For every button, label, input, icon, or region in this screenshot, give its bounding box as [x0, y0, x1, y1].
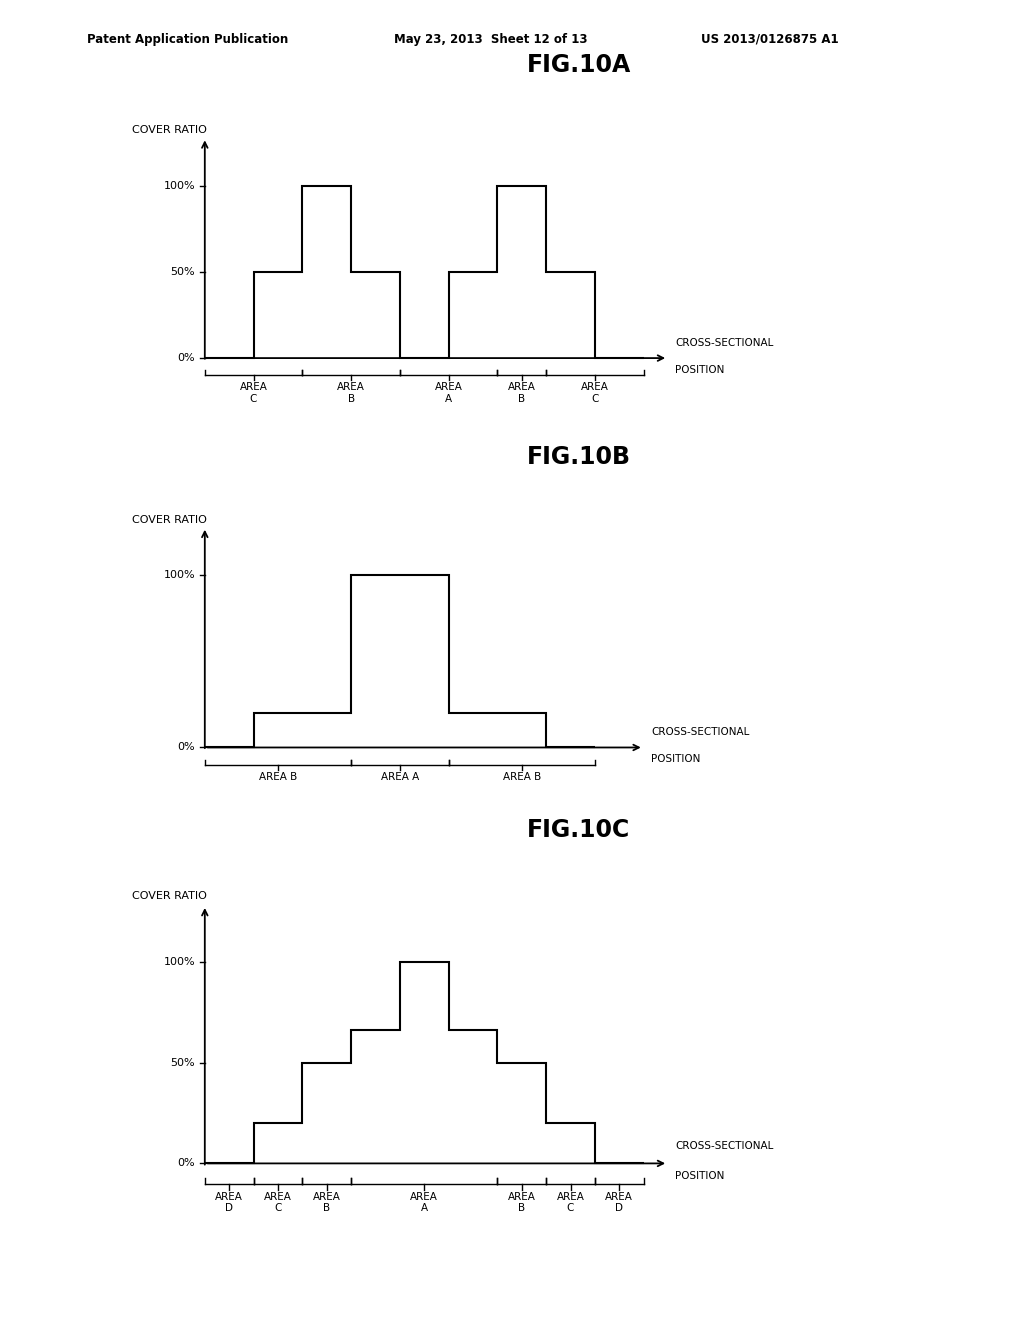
- Text: AREA
A: AREA A: [434, 383, 463, 404]
- Text: 50%: 50%: [170, 267, 195, 277]
- Text: CROSS-SECTIONAL: CROSS-SECTIONAL: [676, 1142, 774, 1151]
- Text: 0%: 0%: [177, 352, 195, 363]
- Text: CROSS-SECTIONAL: CROSS-SECTIONAL: [676, 338, 774, 347]
- Text: COVER RATIO: COVER RATIO: [132, 515, 207, 525]
- Text: AREA
B: AREA B: [508, 1192, 536, 1213]
- Text: AREA
A: AREA A: [411, 1192, 438, 1213]
- Text: 100%: 100%: [164, 570, 195, 579]
- Text: AREA
C: AREA C: [240, 383, 267, 404]
- Text: FIG.10A: FIG.10A: [526, 53, 631, 77]
- Text: AREA A: AREA A: [381, 772, 419, 781]
- Text: 0%: 0%: [177, 742, 195, 752]
- Text: AREA
C: AREA C: [557, 1192, 585, 1213]
- Text: COVER RATIO: COVER RATIO: [132, 891, 207, 902]
- Text: POSITION: POSITION: [676, 1171, 725, 1181]
- Text: AREA
B: AREA B: [508, 383, 536, 404]
- Text: FIG.10C: FIG.10C: [527, 818, 630, 842]
- Text: AREA
D: AREA D: [605, 1192, 633, 1213]
- Text: FIG.10B: FIG.10B: [526, 445, 631, 469]
- Text: AREA
B: AREA B: [312, 1192, 341, 1213]
- Text: POSITION: POSITION: [651, 754, 700, 764]
- Text: US 2013/0126875 A1: US 2013/0126875 A1: [701, 33, 839, 46]
- Text: POSITION: POSITION: [676, 364, 725, 375]
- Text: AREA
B: AREA B: [337, 383, 365, 404]
- Text: COVER RATIO: COVER RATIO: [132, 125, 207, 136]
- Text: 100%: 100%: [164, 957, 195, 966]
- Text: 50%: 50%: [170, 1057, 195, 1068]
- Text: 0%: 0%: [177, 1159, 195, 1168]
- Text: May 23, 2013  Sheet 12 of 13: May 23, 2013 Sheet 12 of 13: [394, 33, 588, 46]
- Text: Patent Application Publication: Patent Application Publication: [87, 33, 289, 46]
- Text: AREA B: AREA B: [259, 772, 297, 781]
- Text: AREA
D: AREA D: [215, 1192, 243, 1213]
- Text: AREA B: AREA B: [503, 772, 541, 781]
- Text: 100%: 100%: [164, 181, 195, 190]
- Text: AREA
C: AREA C: [264, 1192, 292, 1213]
- Text: AREA
C: AREA C: [581, 383, 609, 404]
- Text: CROSS-SECTIONAL: CROSS-SECTIONAL: [651, 727, 750, 737]
